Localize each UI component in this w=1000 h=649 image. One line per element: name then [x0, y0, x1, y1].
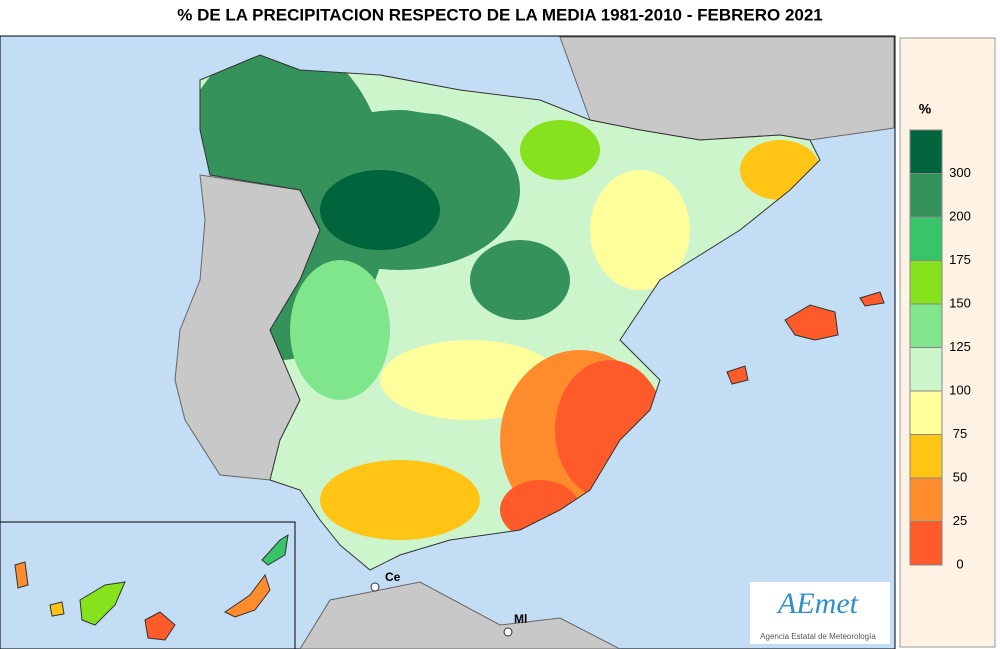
legend-unit: % — [919, 101, 932, 117]
africa — [299, 581, 621, 649]
legend-label: 25 — [953, 513, 967, 528]
island — [224, 573, 271, 618]
legend-swatch — [909, 173, 943, 218]
legend-label: 175 — [949, 252, 971, 267]
legend-swatch — [909, 390, 943, 435]
ceuta-marker — [370, 582, 380, 592]
legend-label: 0 — [956, 556, 963, 571]
island — [261, 534, 289, 566]
ibiza — [726, 365, 749, 385]
legend-swatch — [909, 303, 943, 348]
melilla-marker — [503, 627, 513, 637]
legend-label: 300 — [949, 165, 971, 180]
legend-swatch — [909, 347, 943, 392]
map-title: % DE LA PRECIPITACION RESPECTO DE LA MED… — [177, 5, 823, 24]
logo-box — [750, 582, 890, 644]
island — [144, 611, 176, 641]
island — [14, 561, 29, 589]
legend-swatch — [909, 477, 943, 522]
legend: 300 200 175 150 125 100 75 50 25 0 — [909, 129, 971, 571]
legend-swatch — [909, 216, 943, 261]
logo-subtitle: Agencia Estatal de Meteorología — [760, 632, 876, 641]
legend-label: 125 — [949, 339, 971, 354]
island — [49, 601, 65, 617]
mallorca — [784, 304, 839, 341]
legend-label: 50 — [953, 469, 967, 484]
legend-swatch — [909, 260, 943, 305]
legend-label: 75 — [953, 426, 967, 441]
spain-outline — [199, 54, 821, 571]
menorca — [859, 291, 885, 307]
legend-label: 100 — [949, 382, 971, 397]
place-label: Ce — [385, 570, 401, 584]
place-label: Ml — [514, 612, 527, 626]
legend-swatch — [909, 521, 943, 566]
legend-label: 200 — [949, 208, 971, 223]
legend-swatch — [909, 434, 943, 479]
logo-name: AEmet — [776, 587, 859, 620]
title-bar — [0, 0, 1000, 32]
legend-label: 150 — [949, 295, 971, 310]
legend-swatch — [909, 129, 943, 174]
island — [79, 581, 126, 626]
